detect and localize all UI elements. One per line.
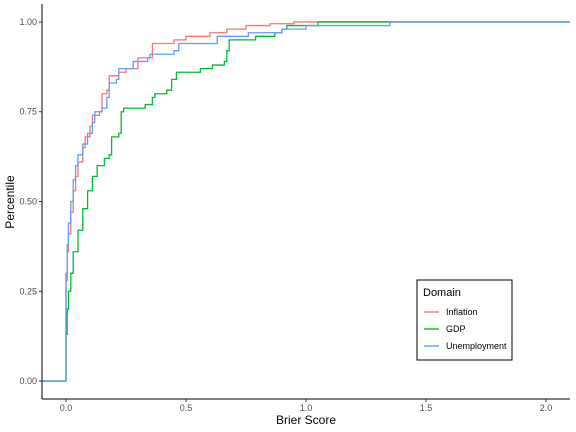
x-tick-label: 1.5 xyxy=(420,403,433,413)
y-tick-label: 0.50 xyxy=(19,197,37,207)
y-tick-label: 1.00 xyxy=(19,17,37,27)
series-line-gdp xyxy=(42,21,570,382)
axes-group: 0.0 0.5 1.0 1.5 2.0 0.00 0.25 0.50 0.75 1.00 xyxy=(19,4,570,413)
x-axis-title: Brier Score xyxy=(276,413,336,427)
y-tick-label: 0.25 xyxy=(19,286,37,296)
x-tick-label: 1.0 xyxy=(300,403,313,413)
series-group xyxy=(42,21,570,382)
legend-label-unemployment: Unemployment xyxy=(446,341,507,351)
y-tick-label: 0.75 xyxy=(19,107,37,117)
series-line-unemployment xyxy=(42,21,570,382)
y-tick-label: 0.00 xyxy=(19,376,37,386)
legend: Domain Inflation GDP Unemployment xyxy=(416,279,513,361)
legend-label-inflation: Inflation xyxy=(446,307,478,317)
series-line-inflation xyxy=(42,21,570,382)
x-tick-label: 2.0 xyxy=(540,403,553,413)
legend-label-gdp: GDP xyxy=(446,324,466,334)
y-axis-title: Percentile xyxy=(3,175,17,229)
x-tick-label: 0.0 xyxy=(60,403,73,413)
x-tick-label: 0.5 xyxy=(180,403,193,413)
legend-title: Domain xyxy=(423,287,461,299)
